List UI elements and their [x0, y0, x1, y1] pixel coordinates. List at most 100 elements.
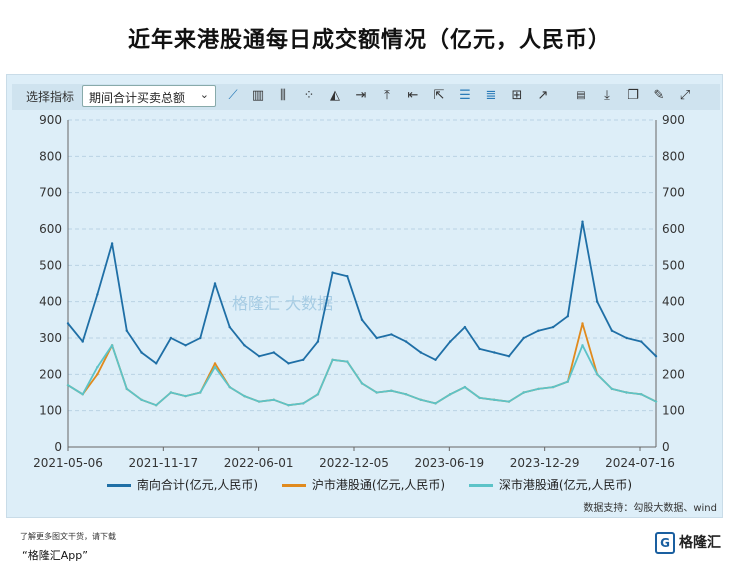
logo-icon: G — [655, 532, 675, 554]
y-tick-label-right-3: 300 — [662, 331, 685, 345]
series-point-sz-0 — [66, 384, 70, 387]
list-icon[interactable]: ☰ — [459, 88, 471, 103]
series-point-south-40 — [654, 355, 658, 358]
y-tick-label-left-6: 600 — [39, 222, 62, 236]
series-point-south-3 — [110, 242, 114, 245]
y-tick-label-left-0: 0 — [54, 440, 62, 454]
x-tick-label-4: 2023-06-19 — [414, 456, 484, 470]
legend-item-sz[interactable]: 深市港股通(亿元,人民币) — [468, 476, 633, 493]
series-point-sz-3 — [110, 344, 114, 347]
download-icon[interactable]: ⤓ — [604, 88, 610, 103]
series-point-south-36 — [596, 300, 599, 303]
chevron-down-icon[interactable]: ⌄ — [199, 88, 209, 101]
logo-text: 格隆汇 — [679, 535, 721, 551]
bar-chart-icon[interactable]: ▥ — [251, 88, 265, 103]
series-point-sz-8 — [184, 394, 187, 398]
x-tick-label-5: 2023-12-29 — [510, 456, 580, 470]
legend-swatch-south — [106, 484, 131, 487]
edit-icon[interactable]: ✎ — [653, 88, 665, 103]
series-point-sz-36 — [596, 373, 599, 376]
y-tick-label-right-4: 400 — [662, 295, 685, 309]
fullscreen-icon[interactable]: ⤢ — [679, 88, 691, 103]
trend-icon[interactable]: ↗ — [537, 88, 549, 103]
series-point-sz-5 — [140, 398, 143, 401]
series-point-sz-7 — [169, 391, 173, 394]
series-point-south-22 — [390, 333, 393, 336]
series-point-south-18 — [331, 271, 334, 274]
series-point-sz-12 — [243, 394, 246, 398]
series-point-sz-26 — [449, 393, 452, 396]
axis-icon[interactable]: ⇥ — [355, 88, 367, 103]
series-point-sz-11 — [228, 385, 231, 389]
legend-label-south: 南向合计(亿元,人民币) — [136, 478, 259, 492]
scatter-icon[interactable]: ⁘ — [303, 88, 315, 103]
x-tick-label-6: 2024-07-16 — [605, 456, 675, 470]
legend-label-sz: 深市港股通(亿元,人民币) — [498, 478, 633, 492]
y-tick-label-right-8: 800 — [662, 149, 685, 163]
series-point-south-32 — [537, 329, 540, 332]
series-point-south-11 — [228, 325, 231, 329]
series-point-south-17 — [316, 340, 320, 343]
series-point-sh-10 — [213, 362, 217, 365]
series-point-south-12 — [243, 344, 246, 347]
watermark: 格隆汇 大数据 — [232, 294, 334, 313]
series-point-sz-31 — [522, 391, 525, 394]
top-icon[interactable]: ⤒ — [384, 88, 390, 103]
series-point-sz-32 — [537, 387, 540, 391]
series-point-south-29 — [493, 351, 496, 354]
series-point-sz-24 — [419, 398, 422, 401]
series-point-sz-27 — [463, 385, 467, 389]
series-point-sz-10 — [213, 365, 217, 369]
series-point-sz-14 — [272, 398, 275, 401]
series-point-sz-38 — [625, 391, 628, 394]
series-point-sz-29 — [493, 398, 496, 401]
stacked-bar-icon[interactable]: ⫼ — [280, 88, 286, 103]
series-point-sz-15 — [287, 404, 290, 407]
align-icon[interactable]: ⇱ — [433, 88, 445, 103]
series-point-sz-23 — [404, 393, 408, 396]
copy-icon[interactable]: ❐ — [627, 88, 639, 103]
legend-item-south[interactable]: 南向合计(亿元,人民币) — [106, 476, 259, 493]
line-chart-icon[interactable]: ⟋ — [228, 88, 238, 103]
series-point-south-4 — [125, 329, 128, 332]
x-tick-label-2: 2022-06-01 — [224, 456, 294, 470]
xls-icon[interactable]: ▤ — [576, 90, 586, 101]
series-point-sz-39 — [640, 393, 643, 396]
y-tick-label-right-0: 0 — [662, 440, 670, 454]
chart-legend: 南向合计(亿元,人民币) 沪市港股通(亿元,人民币) 深市港股通(亿元,人民币) — [0, 476, 739, 493]
series-point-south-38 — [625, 336, 628, 340]
series-point-sh-2 — [96, 373, 99, 376]
y-tick-label-right-2: 200 — [662, 367, 685, 381]
footer-note: 了解更多图文干货，请下载 — [20, 532, 116, 541]
series-point-south-31 — [522, 336, 525, 340]
indicator-label: 选择指标 — [26, 90, 75, 104]
legend-item-sh[interactable]: 沪市港股通(亿元,人民币) — [281, 476, 445, 493]
series-line-sz — [67, 344, 657, 407]
series-point-south-6 — [155, 362, 158, 365]
series-point-sz-20 — [360, 382, 364, 385]
series-point-sz-6 — [155, 404, 158, 407]
series-point-south-24 — [419, 351, 422, 354]
series-point-sz-28 — [478, 396, 481, 400]
indicator-select[interactable]: 期间合计买卖总额 ⌄ — [82, 85, 216, 107]
area-chart-icon[interactable]: ◭ — [330, 88, 340, 103]
series-point-south-14 — [272, 351, 275, 354]
series-point-sh-35 — [581, 322, 584, 325]
series-point-south-5 — [140, 351, 143, 354]
y-tick-label-right-6: 600 — [662, 222, 685, 236]
y-tick-label-left-9: 900 — [39, 113, 62, 127]
series-point-sz-22 — [390, 389, 393, 392]
series-point-sz-33 — [551, 385, 555, 389]
indicator-select-value: 期间合计买卖总额 — [89, 91, 186, 105]
grid-icon[interactable]: ⊞ — [511, 88, 523, 103]
brand-logo: G 格隆汇 — [655, 532, 721, 554]
y-tick-label-left-4: 400 — [39, 295, 62, 309]
series-point-south-1 — [81, 340, 84, 343]
list-alt-icon[interactable]: ≣ — [485, 88, 497, 103]
y-tick-label-left-8: 800 — [39, 149, 62, 163]
right-axis-icon[interactable]: ⇤ — [407, 88, 419, 103]
series-point-sz-2 — [96, 365, 99, 369]
series-point-sz-9 — [199, 391, 202, 394]
y-tick-label-right-1: 100 — [662, 404, 685, 418]
footer-app-name: “格隆汇App” — [22, 549, 88, 562]
